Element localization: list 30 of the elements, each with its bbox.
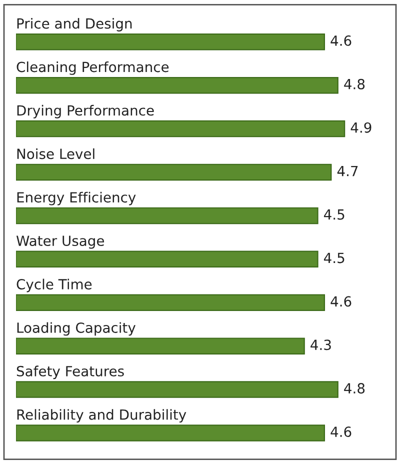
data-label: 4.7 [337, 166, 358, 176]
y-tick-label: Reliability and Durability [17, 409, 186, 423]
y-tick-label: Safety Features [16, 366, 124, 380]
bar [16, 207, 318, 224]
y-tick-label: Energy Efficiency [17, 192, 136, 206]
data-label: 4.8 [344, 383, 365, 394]
bar [16, 338, 305, 354]
data-label: 4.6 [330, 426, 352, 438]
bar [16, 33, 326, 50]
data-label: 4.6 [330, 296, 352, 307]
y-tick-label: Price and Design [17, 18, 132, 32]
y-tick-label: Loading Capacity [17, 322, 136, 336]
bar [16, 381, 338, 398]
data-label: 4.6 [330, 35, 352, 46]
y-tick-label: Cleaning Performance [16, 61, 169, 75]
data-label: 4.5 [324, 209, 344, 220]
data-label: 4.8 [344, 78, 365, 90]
bar [16, 76, 338, 94]
data-label: 4.3 [310, 340, 331, 350]
y-tick-label: Water Usage [16, 236, 104, 249]
bar [16, 424, 326, 442]
bar [16, 164, 332, 181]
bar [16, 294, 326, 311]
bar [16, 250, 318, 268]
data-label: 4.5 [324, 252, 344, 264]
y-tick-label: Cycle Time [16, 278, 92, 292]
data-label: 4.9 [350, 122, 372, 133]
y-tick-label: Drying Performance [17, 104, 154, 118]
bar [16, 120, 346, 138]
y-tick-label: Noise Level [17, 148, 94, 160]
